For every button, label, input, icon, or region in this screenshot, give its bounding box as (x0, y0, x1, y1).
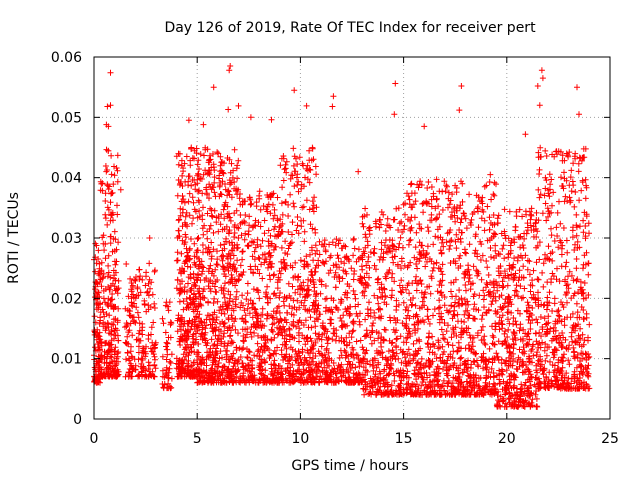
x-tick-label: 10 (291, 431, 309, 447)
y-tick-label: 0.04 (51, 171, 82, 187)
y-tick-label: 0.01 (51, 352, 82, 368)
x-tick-label: 25 (601, 431, 619, 447)
chart-title: Day 126 of 2019, Rate Of TEC Index for r… (164, 20, 536, 36)
y-tick-label: 0.03 (51, 231, 82, 247)
axis-ticks (93, 56, 611, 420)
y-tick-label: 0 (73, 412, 82, 428)
x-tick-label: 5 (193, 431, 202, 447)
y-axis-label: ROTI / TECUs (6, 192, 22, 284)
x-tick-label: 15 (395, 431, 413, 447)
y-tick-label: 0.05 (51, 110, 82, 126)
x-tick-label: 20 (498, 431, 516, 447)
y-tick-labels: 0 0.01 0.02 0.03 0.04 0.05 0.06 (51, 50, 82, 428)
x-tick-labels: 0 5 10 15 20 25 (90, 431, 619, 447)
x-tick-label: 0 (90, 431, 99, 447)
roti-point-markers (91, 63, 593, 410)
x-axis-label: GPS time / hours (291, 458, 408, 474)
data-points (91, 63, 593, 410)
y-tick-label: 0.06 (51, 50, 82, 66)
y-tick-label: 0.02 (51, 291, 82, 307)
